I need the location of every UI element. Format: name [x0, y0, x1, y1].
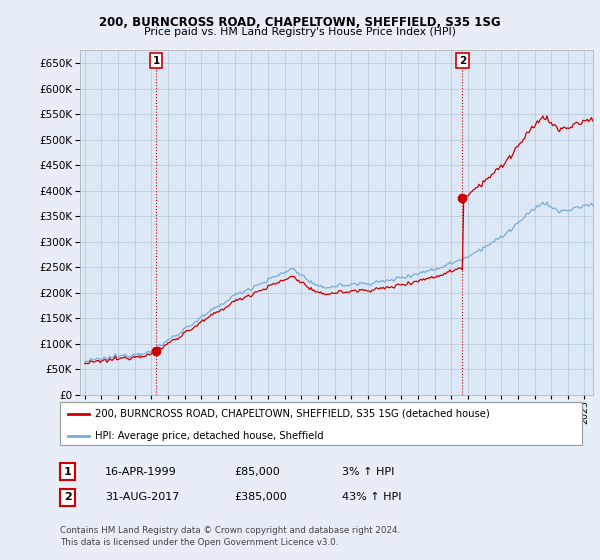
Text: Contains HM Land Registry data © Crown copyright and database right 2024.
This d: Contains HM Land Registry data © Crown c…: [60, 526, 400, 547]
Text: 1: 1: [64, 466, 71, 477]
Text: 200, BURNCROSS ROAD, CHAPELTOWN, SHEFFIELD, S35 1SG (detached house): 200, BURNCROSS ROAD, CHAPELTOWN, SHEFFIE…: [95, 409, 490, 419]
Text: 2: 2: [459, 55, 466, 66]
Text: £85,000: £85,000: [234, 466, 280, 477]
Text: 43% ↑ HPI: 43% ↑ HPI: [342, 492, 401, 502]
Text: HPI: Average price, detached house, Sheffield: HPI: Average price, detached house, Shef…: [95, 431, 324, 441]
Text: 16-APR-1999: 16-APR-1999: [105, 466, 177, 477]
Text: 2: 2: [64, 492, 71, 502]
Text: 1: 1: [152, 55, 160, 66]
Text: 31-AUG-2017: 31-AUG-2017: [105, 492, 179, 502]
Text: 200, BURNCROSS ROAD, CHAPELTOWN, SHEFFIELD, S35 1SG: 200, BURNCROSS ROAD, CHAPELTOWN, SHEFFIE…: [99, 16, 501, 29]
Text: 3% ↑ HPI: 3% ↑ HPI: [342, 466, 394, 477]
Text: £385,000: £385,000: [234, 492, 287, 502]
Text: Price paid vs. HM Land Registry's House Price Index (HPI): Price paid vs. HM Land Registry's House …: [144, 27, 456, 37]
